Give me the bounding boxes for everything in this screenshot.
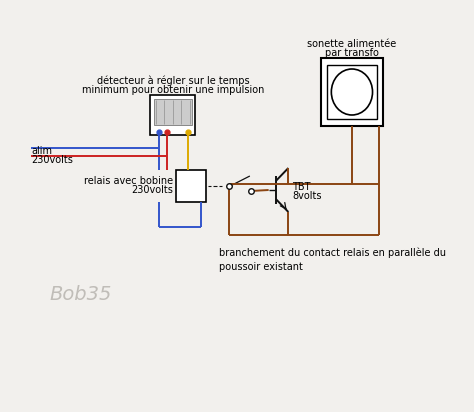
Text: branchement du contact relais en parallèle du
poussoir existant: branchement du contact relais en parallè… bbox=[219, 248, 447, 272]
Bar bbox=[150, 95, 195, 135]
Text: sonette alimentée: sonette alimentée bbox=[307, 39, 397, 49]
Text: minimum pour obtenir une impulsion: minimum pour obtenir une impulsion bbox=[82, 85, 264, 95]
Text: 8volts: 8volts bbox=[292, 191, 321, 201]
Bar bbox=[320, 58, 383, 126]
Text: Bob35: Bob35 bbox=[49, 286, 112, 304]
Text: 230volts: 230volts bbox=[31, 155, 73, 165]
Text: relais avec bobine: relais avec bobine bbox=[84, 176, 173, 186]
Bar bbox=[327, 65, 377, 119]
Text: par transfo: par transfo bbox=[325, 48, 379, 58]
Text: 230volts: 230volts bbox=[131, 185, 173, 195]
Text: détecteur à régler sur le temps: détecteur à régler sur le temps bbox=[97, 76, 249, 86]
Bar bbox=[154, 99, 191, 125]
Text: TBT: TBT bbox=[292, 182, 310, 192]
Bar bbox=[175, 170, 206, 202]
Text: alim: alim bbox=[31, 146, 52, 156]
